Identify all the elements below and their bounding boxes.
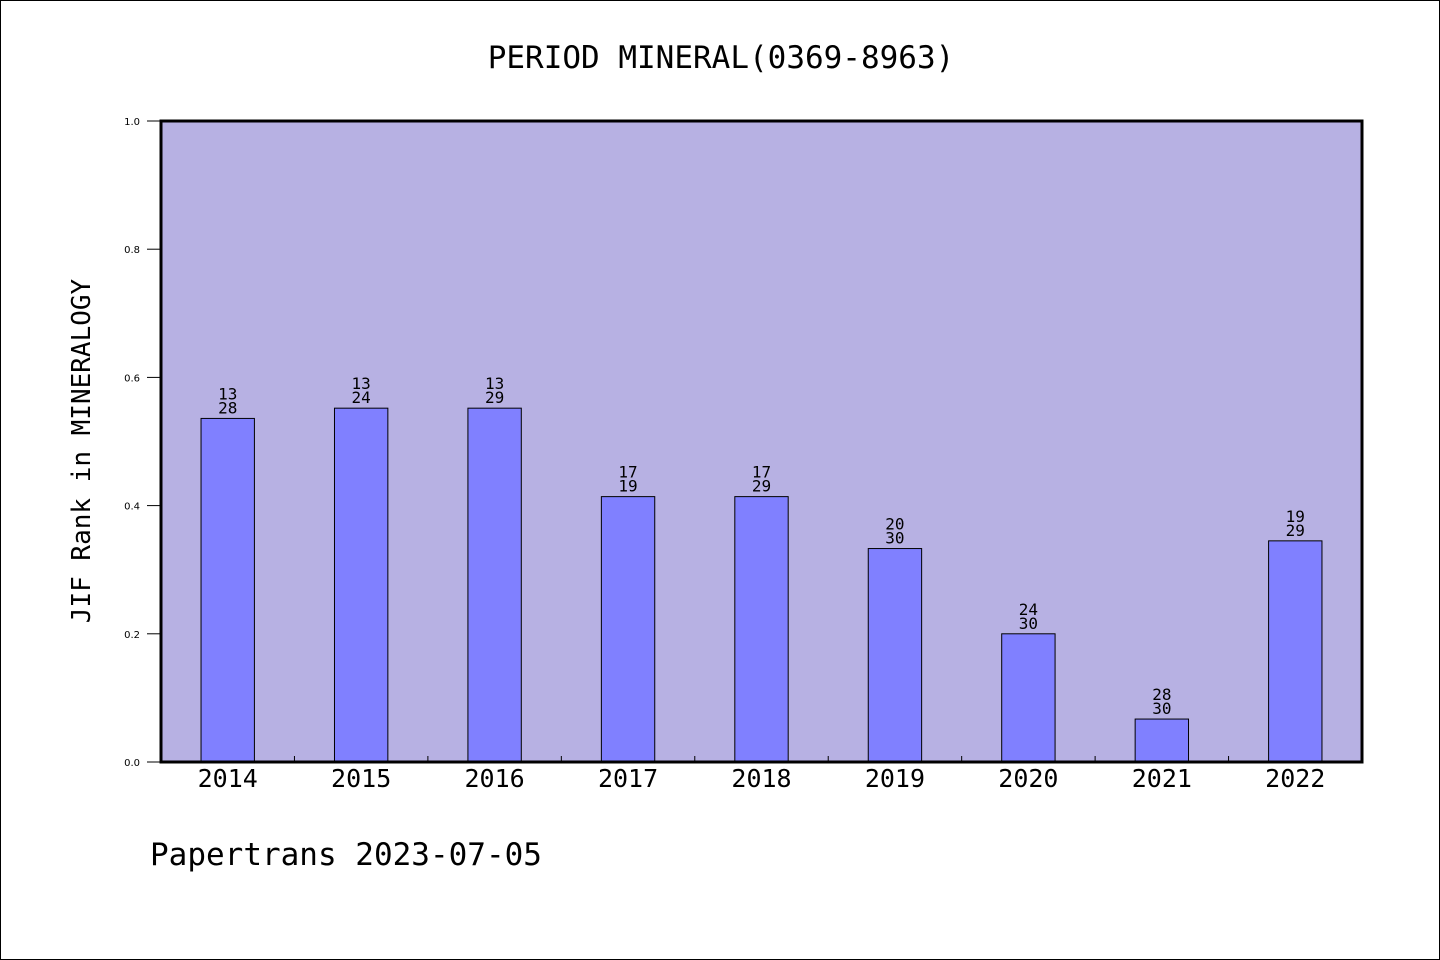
x-tick-label: 2019: [865, 764, 925, 793]
y-tick-label: 1.0: [124, 117, 140, 128]
bar-label-lower: 29: [485, 388, 504, 407]
x-tick-label: 2015: [331, 764, 391, 793]
bar-2015: [333, 407, 389, 763]
x-tick-label: 2020: [998, 764, 1058, 793]
bar-2018: [734, 496, 789, 763]
bar-2016: [467, 407, 522, 763]
bar-label-lower: 29: [752, 477, 771, 496]
bar-label-lower: 30: [1152, 699, 1171, 718]
bar-label-upper: 19: [1286, 507, 1305, 526]
footer-text: Papertrans 2023-07-05: [150, 837, 542, 873]
y-tick-label: 0.2: [124, 630, 140, 641]
bar-label-lower: 24: [352, 388, 371, 407]
bar-2014: [200, 417, 255, 763]
bar-label-upper: 13: [352, 374, 371, 393]
x-tick-label: 2017: [598, 764, 658, 793]
bar-label-upper: 28: [1152, 685, 1171, 704]
bar-label-lower: 28: [218, 398, 237, 417]
x-tick-label: 2014: [198, 764, 258, 793]
x-tick-label: 2022: [1265, 764, 1325, 793]
x-tick-label: 2018: [731, 764, 791, 793]
plot-border: [159, 119, 1364, 764]
bar-2021: [1134, 718, 1190, 763]
bar-label-lower: 19: [618, 477, 637, 496]
y-tick-label: 0.6: [124, 373, 140, 384]
bar-label-upper: 17: [618, 463, 637, 482]
bar-2017: [600, 496, 656, 763]
bar-label-upper: 17: [752, 463, 771, 482]
y-tick-label: 0.8: [124, 245, 140, 256]
bar-label-lower: 29: [1286, 521, 1305, 540]
bar-label-upper: 13: [218, 384, 237, 403]
y-tick-label: 0.0: [124, 758, 140, 769]
bar-label-upper: 20: [885, 515, 904, 534]
x-tick-label: 2016: [465, 764, 525, 793]
y-tick-label: 0.4: [124, 502, 140, 513]
bar-label-lower: 30: [1019, 614, 1038, 633]
bar-label-upper: 13: [485, 374, 504, 393]
bar-2019: [867, 548, 923, 763]
bar-2022: [1268, 540, 1323, 763]
y-axis-label: JIF Rank in MINERALOGY: [67, 278, 97, 623]
bar-label-upper: 24: [1019, 600, 1038, 619]
chart-title: PERIOD MINERAL(0369-8963): [488, 40, 955, 76]
bar-2020: [1001, 633, 1056, 763]
bar-label-lower: 30: [885, 529, 904, 548]
x-tick-label: 2021: [1132, 764, 1192, 793]
y-axis: 0.0 0.2 0.4 0.6 0.8 1.0: [124, 117, 161, 769]
bars-group: [200, 407, 1323, 763]
x-axis: 2014 2015 2016 2017 2018 2019 2020 2021 2022: [198, 756, 1325, 793]
